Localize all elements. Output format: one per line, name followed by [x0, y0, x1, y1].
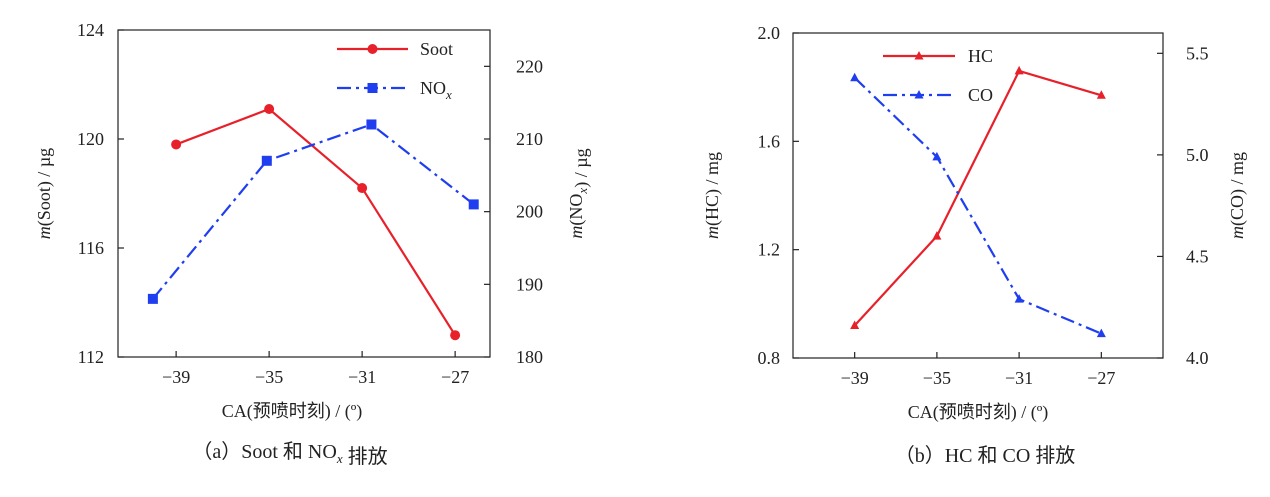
- y-left-axis-label: m(HC) / mg: [702, 152, 723, 239]
- x-tick-label: −31: [348, 367, 376, 387]
- data-point-nox: [468, 199, 479, 210]
- y-left-tick-label: 116: [78, 238, 104, 258]
- legend-marker: [914, 90, 924, 99]
- data-point-hc: [1014, 65, 1024, 75]
- data-point-nox: [261, 155, 272, 166]
- legend-marker: [367, 44, 378, 54]
- plot-frame: [792, 32, 1164, 359]
- x-axis-label: CA(预喷时刻) / (º): [908, 402, 1049, 423]
- y-right-axis-label: m(NOx) / µg: [566, 148, 592, 238]
- y-left-tick-label: 120: [77, 129, 104, 149]
- series-line-nox: [152, 123, 475, 300]
- series-line-soot: [175, 107, 457, 336]
- data-point-nox: [147, 293, 158, 304]
- x-tick-label: −39: [841, 368, 869, 388]
- y-right-tick-label: 4.5: [1186, 246, 1209, 266]
- legend-label: NOx: [420, 78, 452, 102]
- y-right-tick-label: 180: [516, 347, 543, 367]
- data-point-soot: [357, 183, 368, 194]
- data-point-co: [850, 72, 860, 82]
- chart-panel-b: −39 −35 −31 −27 0.8 1.2 1.6 2.0 4.0 4.5 5.0 5.5 CA(预…: [702, 23, 1248, 467]
- series-line-hc: [853, 69, 1102, 327]
- y-left-tick-label: 0.8: [758, 348, 781, 368]
- y-left-tick-label: 2.0: [758, 23, 781, 43]
- data-point-co: [1014, 294, 1024, 303]
- panel-caption: （b）HC 和 CO 排放: [895, 444, 1076, 467]
- legend-label: Soot: [420, 39, 453, 59]
- y-right-tick-label: 220: [516, 56, 543, 76]
- x-tick-label: −31: [1005, 368, 1033, 388]
- y-right-tick-label: 190: [516, 274, 543, 294]
- y-left-tick-label: 1.6: [758, 131, 781, 151]
- panel-caption: （a）Soot 和 NOx 排放: [192, 440, 387, 468]
- legend-label: CO: [968, 85, 993, 105]
- y-right-tick-label: 4.0: [1186, 348, 1209, 368]
- y-right-tick-label: 200: [516, 202, 543, 222]
- y-right-tick-label: 5.5: [1186, 43, 1209, 63]
- x-tick-label: −39: [162, 367, 190, 387]
- y-left-axis-label: m(Soot) / µg: [34, 148, 55, 239]
- x-axis-label: CA(预喷时刻) / (º): [222, 401, 363, 422]
- data-point-soot: [450, 330, 461, 341]
- x-tick-label: −35: [923, 368, 951, 388]
- data-point-nox: [366, 119, 377, 130]
- data-point-hc: [1096, 90, 1106, 99]
- y-left-tick-label: 124: [77, 20, 104, 40]
- chart-panel-a: −39 −35 −31 −27 112 116 120 124 180 190 200 210 220 C…: [34, 20, 592, 468]
- series-line-co: [853, 76, 1102, 335]
- data-point-co: [1096, 328, 1106, 338]
- data-point-hc: [932, 231, 942, 240]
- x-tick-label: −35: [255, 367, 283, 387]
- y-left-tick-label: 1.2: [758, 240, 781, 260]
- data-point-soot: [171, 139, 182, 150]
- x-tick-label: −27: [1087, 368, 1115, 388]
- data-point-hc: [850, 320, 860, 329]
- data-point-co: [932, 151, 942, 161]
- plot-frame: [117, 29, 491, 358]
- legend-marker: [914, 51, 924, 60]
- legend-marker: [367, 83, 378, 93]
- x-tick-label: −27: [441, 367, 469, 387]
- y-right-tick-label: 210: [516, 129, 543, 149]
- data-point-soot: [264, 104, 275, 115]
- y-right-axis-label: m(CO) / mg: [1227, 152, 1248, 239]
- y-left-tick-label: 112: [78, 347, 104, 367]
- legend-label: HC: [968, 46, 993, 66]
- y-right-tick-label: 5.0: [1186, 145, 1209, 165]
